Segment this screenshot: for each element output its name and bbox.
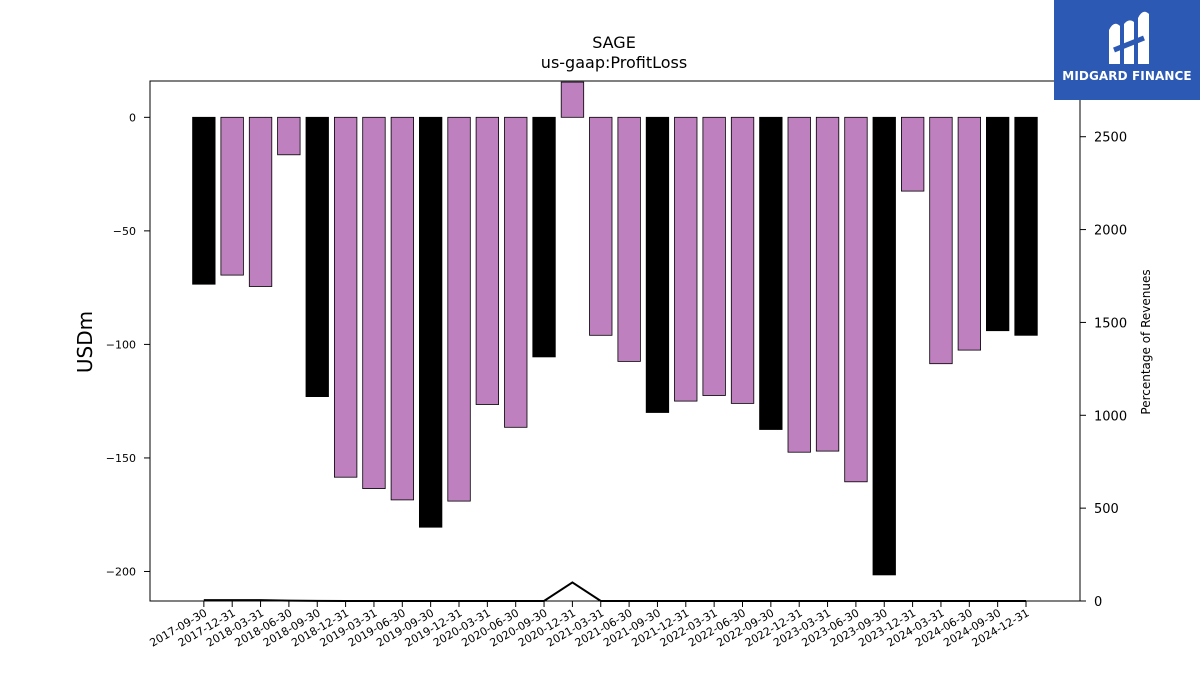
bar [475,116,500,405]
percentage-of-revenues-line [203,581,1026,602]
bar [872,116,896,576]
bar [504,116,528,428]
bar [362,116,386,489]
y-axis-right-label: Percentage of Revenues [1139,269,1153,414]
bar [192,116,216,285]
bar [645,116,670,413]
bar [418,116,443,528]
bar [674,116,698,402]
y-tick-label: −150 [106,452,136,465]
bar [759,116,783,430]
x-axis: 2017-09-302017-12-312018-03-312018-06-30… [147,601,1032,650]
bar [787,116,811,453]
y-right-tick-label: 0 [1094,595,1102,610]
bar [333,116,358,478]
bar [730,116,755,404]
y-tick-label: −100 [106,338,136,351]
bar [589,116,613,336]
bar [844,116,868,483]
bar [560,81,585,118]
y-tick-label: −50 [113,225,136,238]
bar [815,116,840,452]
logo-mark-icon [1109,11,1149,64]
bar [390,116,415,501]
bar [220,116,244,276]
y-right-tick-label: 500 [1094,502,1119,517]
bar [617,116,641,362]
y-right-tick-label: 2000 [1094,224,1127,239]
y-axis-left: 0 −50 −100 −150 −200 [106,111,150,578]
bar [447,116,471,502]
chart-title: SAGE [592,33,636,52]
y-right-tick-label: 2500 [1094,131,1127,146]
y-tick-label: −200 [106,565,136,578]
logo: MIDGARD FINANCE [1054,0,1200,100]
bar [957,116,981,351]
bars-group [192,81,1038,576]
bar [901,116,925,192]
y-tick-label: 0 [129,111,136,124]
y-axis-label: USDm [73,311,97,373]
bar [532,116,556,358]
chart-subtitle: us-gaap:ProfitLoss [541,53,687,72]
bar [1014,116,1038,336]
bar [305,116,329,397]
plot-frame [149,80,1081,602]
logo-text: MIDGARD FINANCE [1062,69,1192,83]
y-axis-right: 0 500 1000 1500 2000 2500 [1080,131,1127,610]
y-right-tick-label: 1000 [1094,409,1127,424]
bar [277,116,301,156]
bar [986,116,1010,332]
bar [929,116,953,365]
y-right-tick-label: 1500 [1094,316,1127,331]
bar [702,116,726,396]
bar [248,116,273,287]
